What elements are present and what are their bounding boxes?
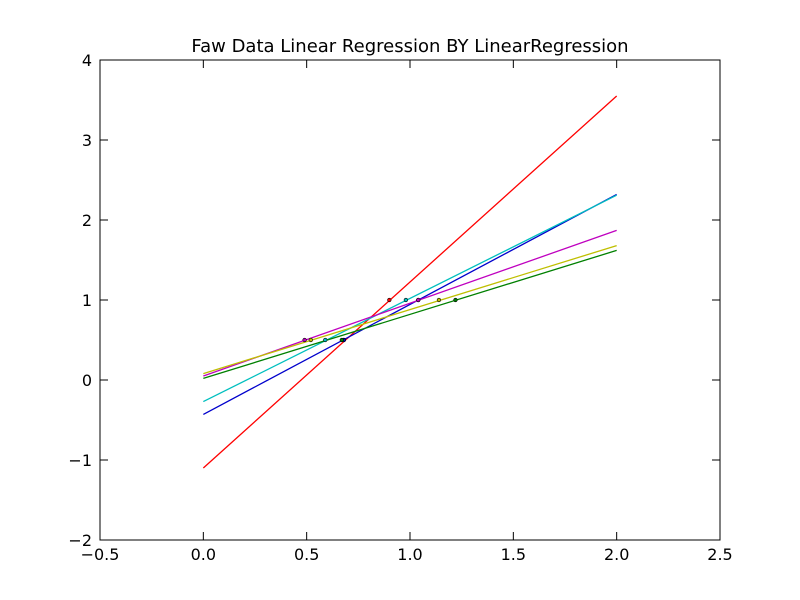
chart-title: Faw Data Linear Regression BY LinearRegr…	[191, 36, 628, 57]
plot-area	[202, 95, 618, 469]
y-tick-label: 0	[82, 371, 92, 390]
x-tick-label: 0.0	[191, 545, 216, 564]
x-tick-label: 2.0	[604, 545, 629, 564]
data-point	[302, 337, 307, 343]
data-point	[387, 297, 392, 303]
x-tick-label: 1.5	[501, 545, 526, 564]
axes: −0.5 0.0 0.5 1.0 1.5 2.0 2.5 −2 −1 0 1 2 3 4	[68, 51, 732, 564]
x-tick-label: 2.5	[707, 545, 732, 564]
data-point	[308, 337, 313, 343]
series-line-5	[203, 249, 617, 380]
y-tick-label: 1	[82, 291, 92, 310]
x-tick-label: 0.5	[294, 545, 319, 564]
y-tick-label: 4	[82, 51, 92, 70]
series-line-4	[203, 244, 617, 375]
data-point	[436, 297, 442, 303]
series-line-0	[202, 95, 618, 469]
data-point	[339, 337, 344, 343]
data-point	[453, 297, 458, 303]
series-line-1	[203, 193, 617, 415]
data-point	[323, 337, 328, 343]
y-tick-label: 3	[82, 131, 92, 150]
x-tick-label: −0.5	[81, 545, 120, 564]
y-tick-label: 2	[82, 211, 92, 230]
plot-frame	[99, 59, 721, 541]
series-line-2	[203, 194, 617, 403]
y-tick-label: −2	[68, 531, 92, 550]
x-tick-label: 1.0	[397, 545, 422, 564]
data-point	[403, 297, 408, 303]
data-point	[416, 297, 421, 303]
y-tick-label: −1	[68, 451, 92, 470]
